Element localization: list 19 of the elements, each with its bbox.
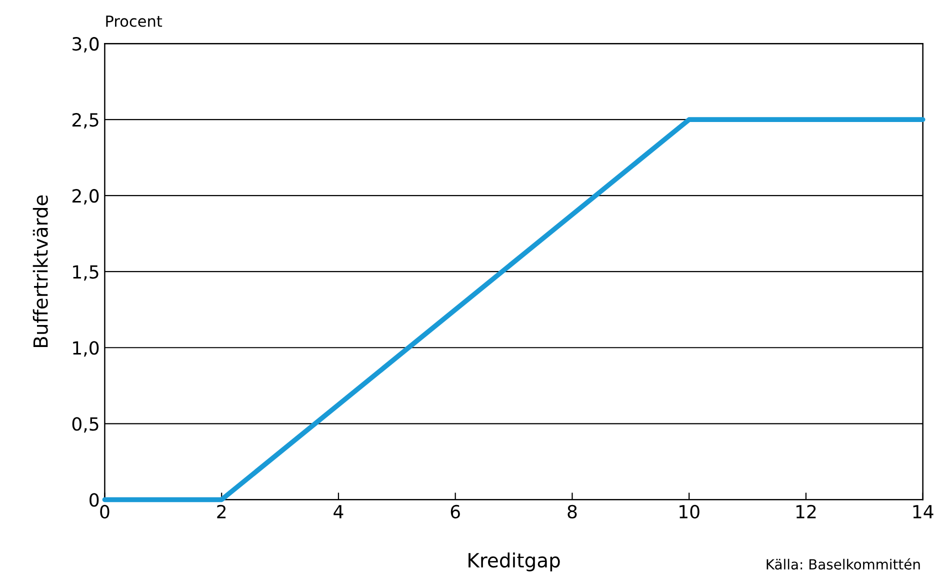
x-axis-title: Kreditgap <box>468 552 560 572</box>
y-tick-label: 0,5 <box>72 417 98 433</box>
x-tick-label: 2 <box>217 504 226 518</box>
x-tick-label: 0 <box>100 504 110 518</box>
x-tick-label: 8 <box>568 504 577 518</box>
y-tick-label: 1,5 <box>73 265 98 281</box>
x-tick-label: 14 <box>913 505 934 518</box>
x-tick-label: 12 <box>796 504 816 518</box>
y-tick-label: 2,5 <box>72 113 98 129</box>
text: Källa: Baselkommittén <box>766 558 920 570</box>
y-tick-label: 2,0 <box>72 189 99 205</box>
text: Procent <box>106 16 162 27</box>
x-tick-label: 6 <box>450 504 460 518</box>
x-tick-label: 10 <box>680 504 700 518</box>
y-axis-title: Buffertriktvärde <box>32 195 48 348</box>
y-tick-label: 1,0 <box>73 341 99 357</box>
y-tick-label: 0 <box>90 493 99 507</box>
y-tick-label: 3,0 <box>72 37 99 53</box>
x-tick-label: 4 <box>334 505 344 518</box>
